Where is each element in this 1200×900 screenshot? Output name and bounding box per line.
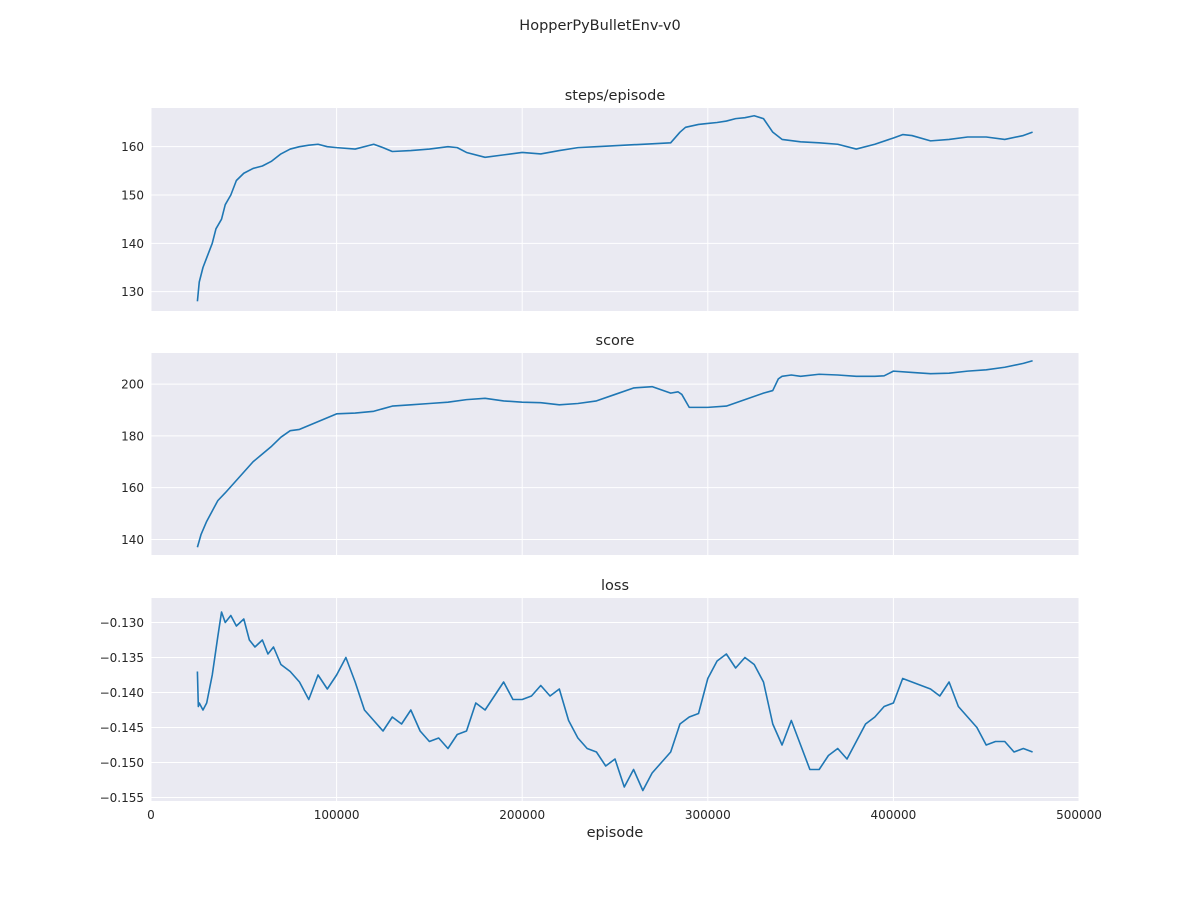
axes-title-loss: loss: [601, 578, 629, 594]
y-tick-label: 140: [121, 533, 144, 547]
figure-suptitle: HopperPyBulletEnv-v0: [519, 18, 680, 34]
series-line-steps: [196, 114, 1033, 302]
plot-area-score: [151, 353, 1079, 555]
series-line-loss: [196, 611, 1033, 792]
axes-steps: 130 140 150 160 steps/episode: [121, 88, 1080, 311]
y-tick-label: 150: [121, 189, 144, 203]
axes-score: 140 160 180 200 score: [121, 333, 1080, 555]
axes-title-score: score: [596, 333, 635, 349]
y-tick-label: −0.155: [100, 791, 144, 805]
y-tick-label: 160: [121, 140, 144, 154]
y-tick-label: 180: [121, 429, 144, 443]
y-tick-label: −0.130: [100, 616, 144, 630]
y-tick-label: 140: [121, 237, 144, 251]
y-tick-label: −0.140: [100, 686, 144, 700]
x-tick-label: 300000: [685, 808, 731, 822]
axes-title-steps: steps/episode: [565, 88, 666, 104]
x-tick-label: 0: [147, 808, 155, 822]
y-tick-label: −0.150: [100, 756, 144, 770]
axes-container: 130 140 150 160 steps/episode 140 160 180 200 sco…: [100, 88, 1102, 841]
plot-area-loss: [151, 598, 1079, 801]
x-tick-label: 100000: [314, 808, 360, 822]
y-tick-label: −0.135: [100, 651, 144, 665]
y-tick-label: 130: [121, 285, 144, 299]
plot-area-steps: [151, 108, 1079, 311]
y-tick-label: −0.145: [100, 721, 144, 735]
x-tick-label: 500000: [1056, 808, 1102, 822]
y-tick-label: 200: [121, 378, 144, 392]
series-line-score: [196, 359, 1033, 548]
axes-loss: 0 100000 200000 300000 400000 500000 −0.155 −0.…: [100, 578, 1102, 841]
x-tick-label: 400000: [870, 808, 916, 822]
y-tick-label: 160: [121, 481, 144, 495]
x-tick-label: 200000: [499, 808, 545, 822]
x-axis-label: episode: [587, 825, 644, 841]
